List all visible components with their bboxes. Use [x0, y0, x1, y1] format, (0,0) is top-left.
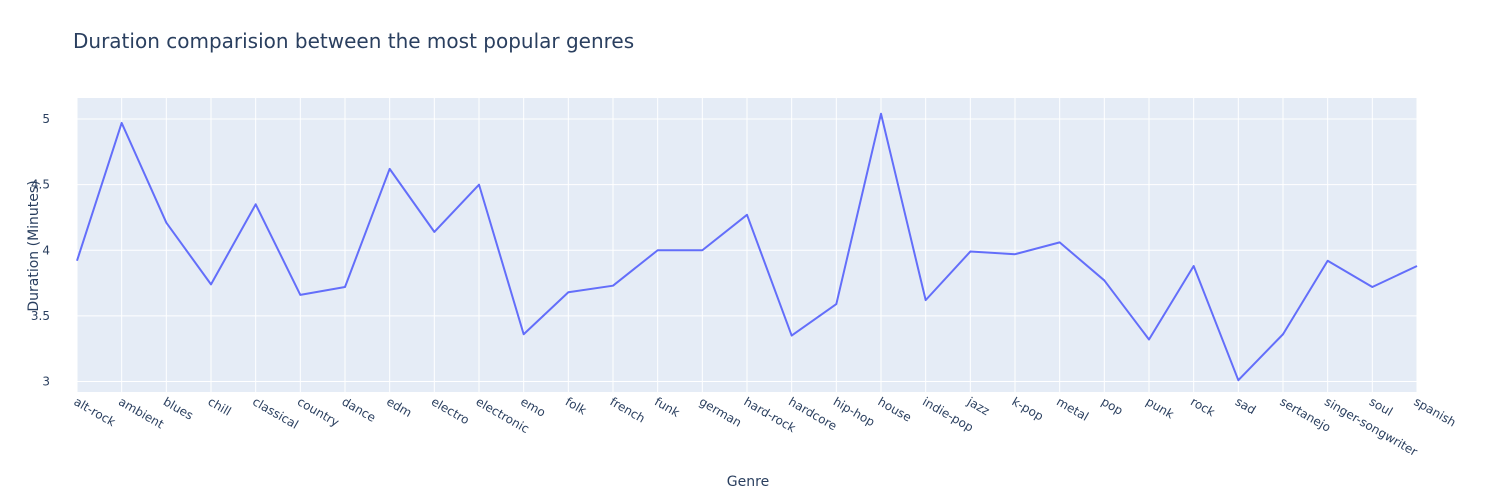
- data-point: [878, 111, 884, 117]
- x-tick-label: pop: [1099, 394, 1126, 417]
- x-tick-label: spanish: [1412, 394, 1459, 429]
- data-point: [1101, 277, 1107, 283]
- x-tick-label: rock: [1188, 394, 1217, 419]
- data-point: [699, 247, 705, 253]
- x-tick-label: funk: [652, 394, 682, 419]
- x-tick-label: hip-hop: [831, 394, 877, 429]
- data-point: [923, 297, 929, 303]
- grid: [76, 98, 1418, 392]
- data-point: [163, 220, 169, 226]
- y-tick-label: 3.5: [31, 309, 50, 323]
- data-point: [833, 301, 839, 307]
- data-point: [1280, 331, 1286, 337]
- data-point: [387, 166, 393, 172]
- data-point: [789, 333, 795, 339]
- data-point: [342, 284, 348, 290]
- x-tick-label: chill: [206, 394, 234, 418]
- x-tick-label: dance: [340, 394, 379, 424]
- data-point: [1012, 251, 1018, 257]
- data-point: [967, 249, 973, 255]
- y-tick-label: 5: [42, 112, 50, 126]
- x-tick-label: electro: [429, 394, 472, 427]
- data-point: [208, 281, 214, 287]
- y-tick-label: 3: [42, 375, 50, 389]
- data-point: [74, 258, 80, 264]
- y-tick-label: 4: [42, 243, 50, 257]
- x-tick-label: ambient: [116, 394, 166, 431]
- x-axis-title: Genre: [727, 474, 769, 490]
- chart-title: Duration comparision between the most po…: [73, 29, 634, 53]
- y-axis-ticks: 3 3.5 4 4.5 5: [31, 112, 50, 389]
- x-tick-label: alt-rock: [72, 394, 118, 429]
- x-tick-label: folk: [563, 394, 589, 417]
- x-tick-label: edm: [384, 394, 414, 419]
- data-point: [1414, 263, 1420, 269]
- data-point: [1146, 337, 1152, 343]
- data-point: [1325, 258, 1331, 264]
- x-tick-label: classical: [250, 394, 301, 431]
- data-point: [431, 229, 437, 235]
- data-point: [521, 331, 527, 337]
- x-tick-label: metal: [1054, 394, 1091, 423]
- x-tick-label: house: [876, 394, 914, 424]
- data-point: [565, 289, 571, 295]
- data-point: [655, 247, 661, 253]
- data-point: [1235, 377, 1241, 383]
- data-point: [744, 212, 750, 218]
- data-point: [1369, 284, 1375, 290]
- data-point: [1057, 239, 1063, 245]
- x-tick-label: jazz: [964, 394, 992, 418]
- x-tick-label: emo: [518, 394, 548, 419]
- data-point: [476, 182, 482, 188]
- x-tick-label: soul: [1367, 394, 1395, 418]
- data-point: [119, 120, 125, 126]
- x-tick-label: french: [608, 394, 648, 425]
- data-point: [1191, 263, 1197, 269]
- y-tick-label: 4.5: [31, 178, 50, 192]
- data-point: [253, 201, 259, 207]
- data-point: [610, 283, 616, 289]
- x-tick-label: german: [697, 394, 744, 429]
- y-axis-title: Duration (Minutes): [26, 180, 42, 311]
- x-tick-label: country: [295, 394, 342, 429]
- x-tick-label: k-pop: [1010, 394, 1046, 423]
- series-line: [76, 112, 1418, 382]
- data-point: [297, 292, 303, 298]
- x-tick-label: punk: [1144, 394, 1177, 421]
- x-tick-label: sad: [1233, 394, 1258, 417]
